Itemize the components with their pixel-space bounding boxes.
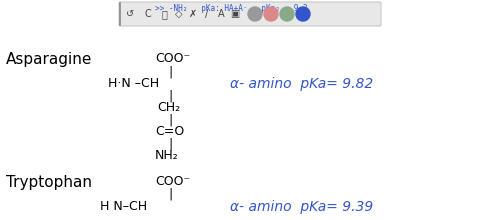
Text: A: A <box>218 9 224 19</box>
Text: ↺: ↺ <box>126 9 134 19</box>
Text: H N–CH: H N–CH <box>100 200 147 213</box>
Text: |: | <box>168 65 172 78</box>
Text: α- amino  pKa= 9.39: α- amino pKa= 9.39 <box>230 200 373 214</box>
Text: H·N –CH: H·N –CH <box>108 77 159 90</box>
Circle shape <box>280 7 294 21</box>
Text: Asparagine: Asparagine <box>6 52 92 67</box>
FancyBboxPatch shape <box>119 2 381 26</box>
Text: ▣: ▣ <box>230 9 240 19</box>
Text: C: C <box>144 9 151 19</box>
Circle shape <box>248 7 262 21</box>
Circle shape <box>264 7 278 21</box>
Text: C=O: C=O <box>155 125 184 138</box>
Text: COO⁻: COO⁻ <box>155 175 190 188</box>
Text: CH₂: CH₂ <box>157 101 180 114</box>
Text: >> -NH₂   pKa: HA+A⁻   pKa₂ = 9.3: >> -NH₂ pKa: HA+A⁻ pKa₂ = 9.3 <box>155 4 308 13</box>
Text: |: | <box>168 89 172 102</box>
Text: |: | <box>168 188 172 201</box>
Text: ⤷: ⤷ <box>161 9 167 19</box>
Text: COO⁻: COO⁻ <box>155 52 190 65</box>
Text: α- amino  pKa= 9.82: α- amino pKa= 9.82 <box>230 77 373 91</box>
Text: ◇: ◇ <box>175 9 183 19</box>
Text: Tryptophan: Tryptophan <box>6 175 92 190</box>
Text: NH₂: NH₂ <box>155 149 179 162</box>
Circle shape <box>296 7 310 21</box>
Text: ✗: ✗ <box>189 9 197 19</box>
Text: |: | <box>168 113 172 126</box>
Text: /: / <box>205 9 209 19</box>
Text: |: | <box>168 137 172 150</box>
